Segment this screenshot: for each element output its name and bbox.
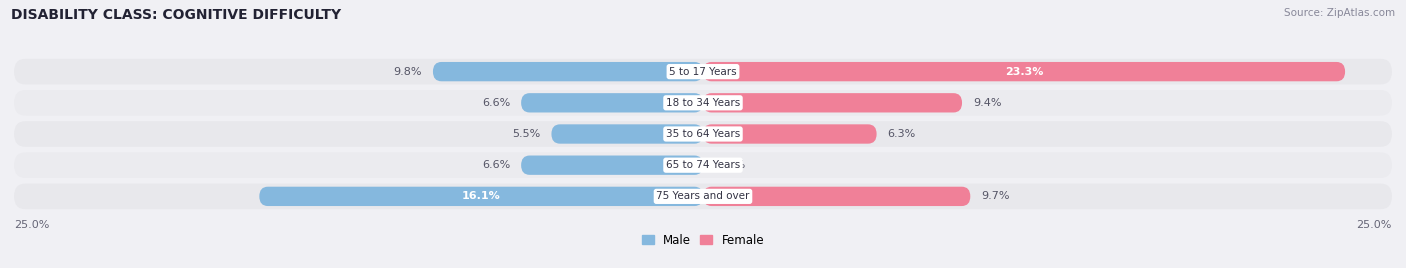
Text: Source: ZipAtlas.com: Source: ZipAtlas.com [1284,8,1395,18]
FancyBboxPatch shape [703,187,970,206]
FancyBboxPatch shape [551,124,703,144]
Text: 23.3%: 23.3% [1005,67,1043,77]
Text: 5 to 17 Years: 5 to 17 Years [669,67,737,77]
FancyBboxPatch shape [14,184,1392,209]
Text: 0.0%: 0.0% [717,160,745,170]
Text: 16.1%: 16.1% [461,191,501,201]
FancyBboxPatch shape [14,59,1392,84]
FancyBboxPatch shape [14,90,1392,116]
FancyBboxPatch shape [703,93,962,113]
FancyBboxPatch shape [14,121,1392,147]
Text: 65 to 74 Years: 65 to 74 Years [666,160,740,170]
Text: 18 to 34 Years: 18 to 34 Years [666,98,740,108]
Legend: Male, Female: Male, Female [637,229,769,252]
Text: 5.5%: 5.5% [512,129,540,139]
Text: 35 to 64 Years: 35 to 64 Years [666,129,740,139]
Text: 9.4%: 9.4% [973,98,1001,108]
Text: 9.8%: 9.8% [394,67,422,77]
Text: 6.6%: 6.6% [482,98,510,108]
Text: 25.0%: 25.0% [1357,220,1392,230]
Text: 9.7%: 9.7% [981,191,1010,201]
Text: 6.3%: 6.3% [887,129,915,139]
FancyBboxPatch shape [703,124,876,144]
FancyBboxPatch shape [14,152,1392,178]
Text: 75 Years and over: 75 Years and over [657,191,749,201]
FancyBboxPatch shape [433,62,703,81]
Text: 6.6%: 6.6% [482,160,510,170]
FancyBboxPatch shape [703,62,1346,81]
FancyBboxPatch shape [522,155,703,175]
FancyBboxPatch shape [522,93,703,113]
FancyBboxPatch shape [259,187,703,206]
Text: 25.0%: 25.0% [14,220,49,230]
Text: DISABILITY CLASS: COGNITIVE DIFFICULTY: DISABILITY CLASS: COGNITIVE DIFFICULTY [11,8,342,22]
